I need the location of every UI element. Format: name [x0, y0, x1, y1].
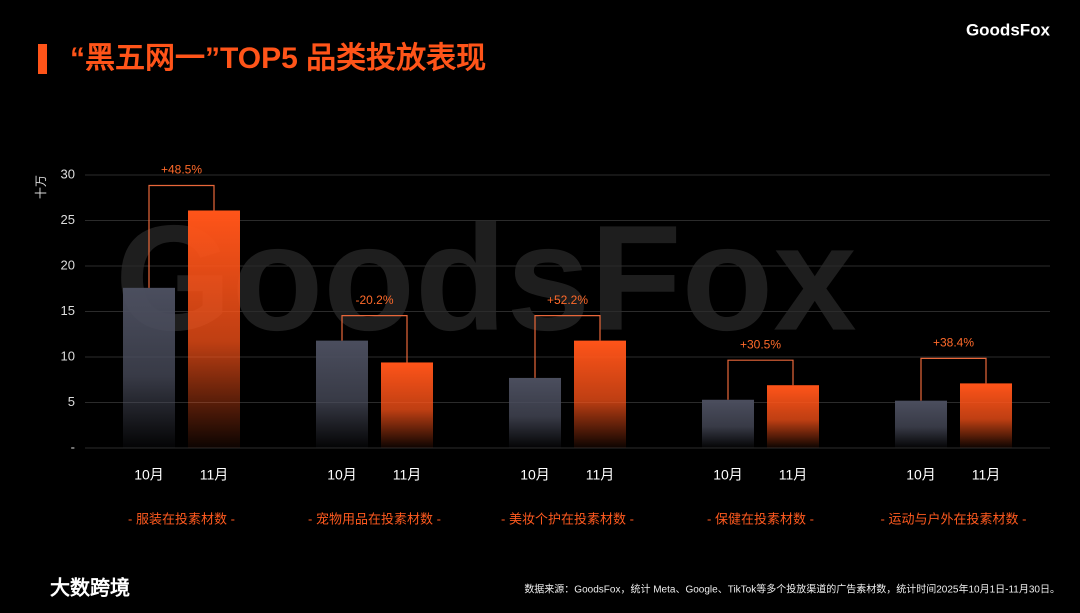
category-label: - 运动与户外在投素材数 -	[881, 511, 1027, 526]
y-tick-label: 15	[61, 303, 75, 318]
y-tick-label: 5	[68, 394, 75, 409]
x-tick-label: 10月	[713, 467, 743, 483]
title-marker	[38, 44, 47, 74]
bar	[702, 399, 754, 448]
change-bracket	[920, 357, 987, 401]
change-bracket	[341, 315, 408, 363]
change-bracket	[727, 359, 794, 400]
x-tick-label: 10月	[906, 467, 936, 483]
chart-title: “黑五网一”TOP5 品类投放表现	[70, 42, 486, 75]
x-tick-label: 11月	[586, 467, 615, 483]
y-tick-label: 20	[61, 257, 75, 272]
x-tick-label: 10月	[134, 467, 164, 483]
bar	[895, 400, 947, 448]
bar	[316, 340, 368, 448]
y-tick-label: 10	[61, 348, 75, 363]
change-label: +48.5%	[161, 163, 202, 177]
y-tick-label: 25	[61, 212, 75, 227]
category-label: - 美妆个护在投素材数 -	[501, 511, 634, 526]
x-tick-label: 10月	[327, 467, 357, 483]
category-label: - 服装在投素材数 -	[128, 511, 235, 526]
y-tick-label: 30	[61, 166, 75, 181]
footer-source: 数据来源：GoodsFox，统计 Meta、Google、TikTok等多个投放…	[524, 583, 1060, 596]
y-tick-label: -	[71, 439, 75, 454]
change-label: +30.5%	[740, 337, 781, 351]
bar	[188, 210, 240, 448]
y-axis-label: 十万	[34, 175, 48, 199]
x-tick-label: 11月	[972, 467, 1001, 483]
category-label: - 保健在投素材数 -	[707, 511, 814, 526]
x-tick-label: 10月	[520, 467, 550, 483]
bar	[767, 385, 819, 448]
change-label: +38.4%	[933, 336, 974, 350]
category-label: - 宠物用品在投素材数 -	[308, 511, 441, 526]
x-tick-label: 11月	[393, 467, 422, 483]
change-label: -20.2%	[355, 293, 393, 307]
bar	[574, 340, 626, 448]
bar	[123, 287, 175, 448]
change-bracket	[148, 184, 215, 288]
bar	[960, 383, 1012, 448]
x-tick-label: 11月	[200, 467, 229, 483]
change-label: +52.2%	[547, 293, 588, 307]
change-bracket	[534, 315, 601, 378]
footer-brand: 大数跨境	[50, 575, 130, 599]
x-tick-label: 11月	[779, 467, 808, 483]
brand-logo: GoodsFox	[966, 20, 1051, 39]
bar	[509, 377, 561, 448]
bar	[381, 362, 433, 448]
